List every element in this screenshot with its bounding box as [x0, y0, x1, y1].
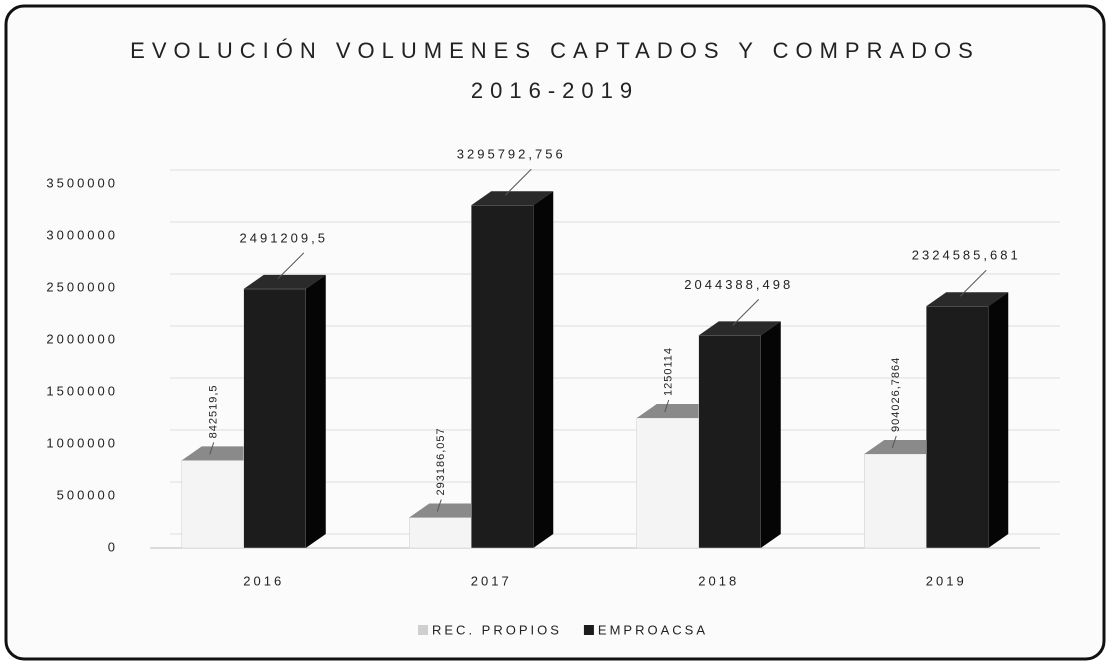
bar-top	[926, 292, 1009, 307]
value-label: 904026,7864	[890, 357, 902, 432]
x-tick-label: 2017	[471, 573, 512, 588]
y-tick-label: 2500000	[46, 279, 118, 294]
value-label: 2491209,5	[240, 230, 328, 245]
y-tick-label: 3000000	[46, 227, 118, 242]
y-tick-label: 1500000	[46, 383, 118, 398]
bar-top	[636, 403, 719, 418]
value-label: 842519,5	[208, 384, 220, 438]
legend-label: REC. PROPIOS	[432, 622, 562, 637]
x-tick-label: 2019	[926, 573, 967, 588]
leader-line	[891, 435, 897, 449]
bar	[926, 305, 989, 549]
leader-line	[436, 499, 442, 512]
value-label: 2044388,498	[684, 277, 793, 292]
bar-top	[409, 503, 492, 518]
bar	[864, 453, 927, 549]
y-tick-label: 500000	[57, 487, 118, 502]
bar-side	[760, 321, 781, 548]
bar-side	[305, 274, 326, 548]
y-tick-label: 1000000	[46, 435, 118, 450]
chart-subtitle: 2016-2019	[471, 78, 639, 103]
bar	[471, 204, 534, 549]
leader-line	[732, 299, 760, 326]
value-label: 1250114	[663, 347, 675, 396]
legend-swatch	[418, 625, 428, 635]
bar	[698, 335, 761, 549]
legend-swatch	[583, 625, 594, 635]
y-tick-label: 3500000	[46, 175, 118, 190]
leader-line	[277, 252, 305, 280]
bar-side	[988, 292, 1009, 548]
bar-top	[471, 191, 554, 206]
x-tick-label: 2018	[698, 573, 739, 588]
bar	[181, 460, 244, 549]
legend-label: EMPROACSA	[598, 622, 708, 637]
value-label: 3295792,756	[457, 147, 566, 162]
bar-top	[181, 446, 264, 461]
x-tick-label: 2016	[243, 573, 284, 588]
bar-top	[864, 439, 947, 454]
bar-side	[533, 191, 554, 548]
y-tick-label: 2000000	[46, 331, 118, 346]
y-tick-label: 0	[108, 539, 118, 554]
leader-line	[959, 269, 987, 297]
bar-top	[698, 321, 781, 336]
chart-title: EVOLUCIÓN VOLUMENES CAPTADOS Y COMPRADOS	[130, 38, 980, 63]
bar	[243, 288, 306, 549]
leader-line	[504, 168, 532, 196]
bar	[409, 517, 472, 549]
bar	[636, 417, 699, 549]
leader-line	[209, 442, 215, 455]
value-label: 293186,057	[435, 427, 447, 495]
leader-line	[664, 399, 670, 413]
bar-top	[243, 274, 326, 289]
value-label: 2324585,681	[912, 248, 1021, 263]
